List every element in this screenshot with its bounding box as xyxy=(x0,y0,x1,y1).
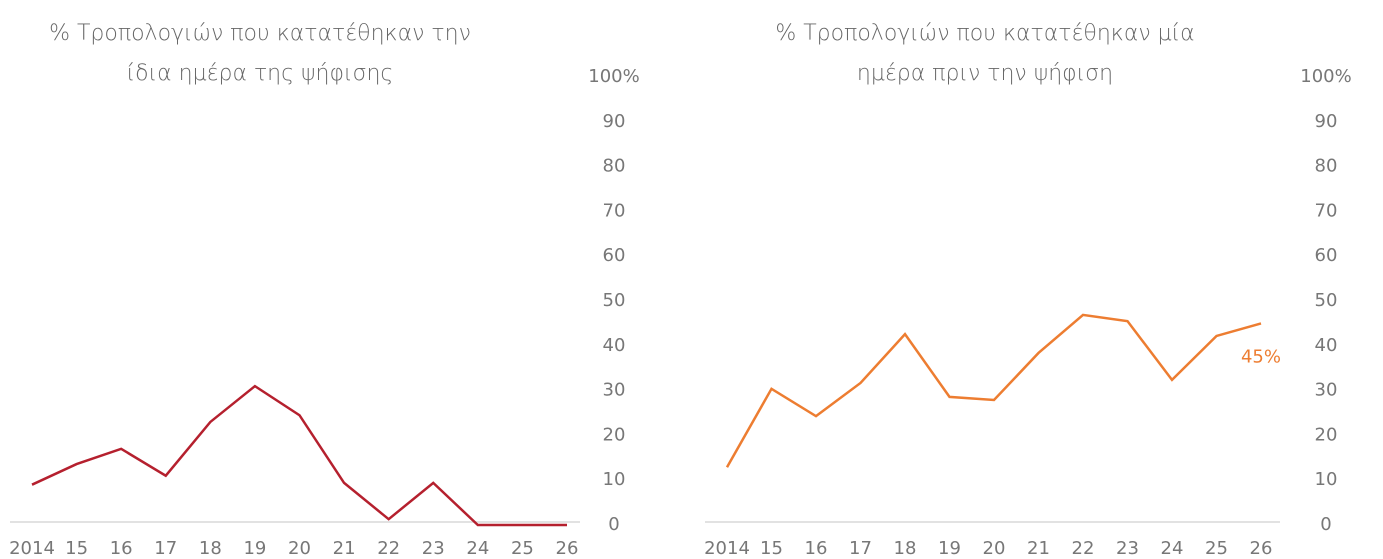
y-tick-label: 80 xyxy=(1315,156,1338,177)
y-tick-label: 40 xyxy=(1315,335,1338,356)
x-tick-label: 21 xyxy=(1027,538,1050,559)
y-tick-label: 60 xyxy=(603,245,626,266)
x-tick-label: 22 xyxy=(1072,538,1095,559)
y-tick-label: 100% xyxy=(1300,66,1351,87)
y-tick-label: 0 xyxy=(1320,514,1331,535)
y-tick-label: 90 xyxy=(603,111,626,132)
x-tick-label: 26 xyxy=(556,538,579,559)
x-tick-label: 16 xyxy=(805,538,828,559)
x-tick-label: 2014 xyxy=(9,538,55,559)
y-tick-label: 90 xyxy=(1315,111,1338,132)
x-tick-label: 20 xyxy=(983,538,1006,559)
x-tick-label: 23 xyxy=(1116,538,1139,559)
x-tick-label: 15 xyxy=(760,538,783,559)
y-tick-label: 10 xyxy=(1315,469,1338,490)
y-tick-label: 60 xyxy=(1315,245,1338,266)
y-tick-label: 20 xyxy=(1315,424,1338,445)
chart-title: % Τροπολογιών που κατατέθηκαν μία ημέρα … xyxy=(775,21,1195,86)
x-tick-label: 18 xyxy=(199,538,222,559)
y-tick-label: 50 xyxy=(603,290,626,311)
x-tick-label: 26 xyxy=(1250,538,1273,559)
x-tick-label: 21 xyxy=(333,538,356,559)
chart-title: % Τροπολογιών που κατατέθηκαν την ίδια η… xyxy=(49,21,471,86)
x-tick-label: 20 xyxy=(288,538,311,559)
y-tick-label: 70 xyxy=(1315,200,1338,221)
series-line xyxy=(31,384,567,527)
y-tick-label: 10 xyxy=(603,469,626,490)
x-tick-label: 2014 xyxy=(704,538,750,559)
data-label: 45% xyxy=(1241,346,1281,367)
y-tick-label: 40 xyxy=(603,335,626,356)
x-tick-label: 22 xyxy=(377,538,400,559)
x-tick-label: 17 xyxy=(849,538,872,559)
x-tick-label: 15 xyxy=(65,538,88,559)
y-tick-label: 50 xyxy=(1315,290,1338,311)
y-tick-label: 20 xyxy=(603,424,626,445)
x-tick-label: 24 xyxy=(1161,538,1184,559)
x-tick-label: 19 xyxy=(938,538,961,559)
x-tick-label: 18 xyxy=(894,538,917,559)
x-tick-label: 25 xyxy=(511,538,534,559)
y-tick-label: 100% xyxy=(588,66,639,87)
y-tick-label: 30 xyxy=(603,380,626,401)
y-tick-label: 0 xyxy=(608,514,619,535)
x-tick-label: 16 xyxy=(110,538,133,559)
x-tick-label: 19 xyxy=(243,538,266,559)
x-tick-label: 17 xyxy=(154,538,177,559)
x-tick-label: 25 xyxy=(1205,538,1228,559)
series-line xyxy=(725,313,1262,468)
x-tick-label: 24 xyxy=(466,538,489,559)
y-tick-label: 80 xyxy=(603,156,626,177)
x-tick-label: 23 xyxy=(422,538,445,559)
y-tick-label: 30 xyxy=(1315,380,1338,401)
y-tick-label: 70 xyxy=(603,200,626,221)
